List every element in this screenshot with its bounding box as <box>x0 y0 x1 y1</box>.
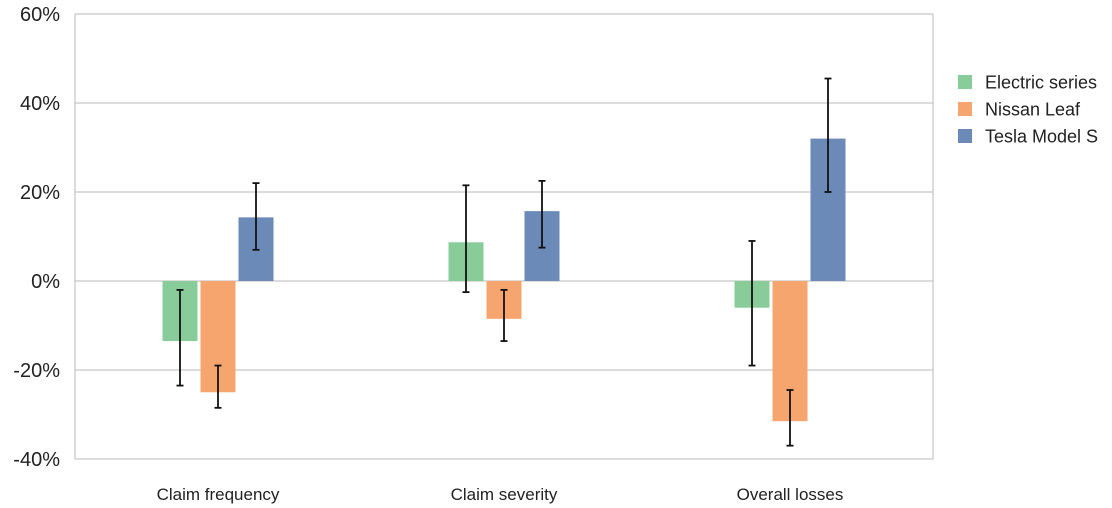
legend-swatch <box>958 102 972 116</box>
x-category-label: Overall losses <box>737 485 844 504</box>
legend-label: Nissan Leaf <box>985 100 1081 120</box>
y-tick-label: 60% <box>20 4 60 26</box>
legend-label: Electric series <box>985 73 1097 93</box>
x-category-label: Claim frequency <box>157 485 280 504</box>
y-tick-label: 20% <box>20 182 60 204</box>
x-axis-category-labels: Claim frequency Claim severity Overall los… <box>157 485 844 504</box>
error-bar-electric-series-claim-frequency <box>176 288 184 387</box>
error-bar-tesla-model-s-claim-severity <box>538 179 546 249</box>
error-bar-nissan-leaf-claim-frequency <box>214 364 222 409</box>
legend-label: Tesla Model S <box>985 127 1098 147</box>
legend-swatch <box>958 129 972 143</box>
error-bar-nissan-leaf-overall-losses <box>786 389 794 447</box>
error-bar-electric-series-claim-severity <box>462 184 470 294</box>
y-axis-tick-labels: -40% -20% 0% 20% 40% 60% <box>13 4 60 471</box>
error-bar-tesla-model-s-overall-losses <box>824 77 832 193</box>
y-tick-label: -20% <box>13 360 60 382</box>
y-tick-label: -40% <box>13 449 60 471</box>
y-tick-label: 0% <box>31 271 60 293</box>
y-tick-label: 40% <box>20 93 60 115</box>
error-bar-tesla-model-s-claim-frequency <box>252 182 260 251</box>
error-bar-nissan-leaf-claim-severity <box>500 288 508 342</box>
legend: Electric series Nissan Leaf Tesla Model S <box>958 73 1098 147</box>
error-bar-electric-series-overall-losses <box>748 240 756 367</box>
legend-item: Nissan Leaf <box>958 100 1081 120</box>
legend-item: Tesla Model S <box>958 127 1098 147</box>
bars <box>162 138 846 422</box>
error-bars <box>176 77 832 447</box>
legend-swatch <box>958 75 972 89</box>
legend-item: Electric series <box>958 73 1097 93</box>
x-category-label: Claim severity <box>451 485 558 504</box>
